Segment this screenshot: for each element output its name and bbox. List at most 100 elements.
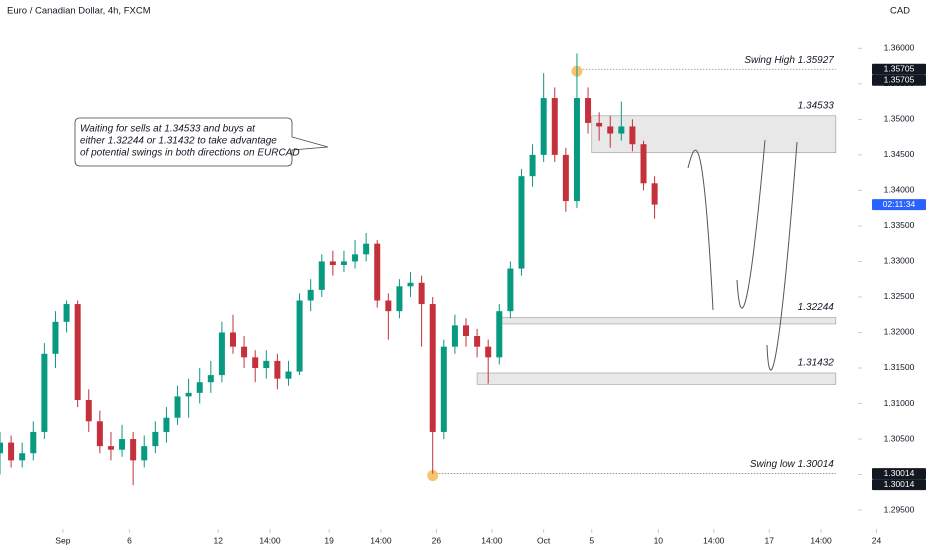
price-label: 1.30014 xyxy=(884,468,915,478)
candle-body xyxy=(19,453,26,461)
candle-body xyxy=(329,261,336,265)
zone-label: 1.32244 xyxy=(798,302,835,313)
candle-body xyxy=(174,396,181,418)
price-label: 1.30014 xyxy=(884,479,915,489)
candle-body xyxy=(74,304,81,400)
candle-body xyxy=(263,360,270,368)
candle-body xyxy=(107,446,114,450)
zone-label: 1.31432 xyxy=(798,358,835,369)
zone xyxy=(591,115,837,154)
candle-body xyxy=(363,243,370,255)
candle-body xyxy=(562,154,569,202)
x-tick-label: 14:00 xyxy=(810,535,832,545)
candle-body xyxy=(0,442,3,454)
candle-body xyxy=(551,98,558,155)
candle-body xyxy=(485,346,492,358)
candle-body xyxy=(540,98,547,155)
candle-body xyxy=(185,392,192,397)
candle-body xyxy=(629,126,636,145)
countdown-label: 02:11:34 xyxy=(883,199,916,209)
x-tick-label: 24 xyxy=(872,535,882,545)
candle-body xyxy=(8,442,15,461)
candle-body xyxy=(440,346,447,432)
y-tick-label: 1.31000 xyxy=(884,398,915,408)
candle-body xyxy=(529,154,536,177)
candle-body xyxy=(41,353,48,432)
candle-body xyxy=(163,417,170,432)
x-tick-label: Sep xyxy=(55,535,70,545)
candle-body xyxy=(396,286,403,312)
candle-body xyxy=(152,431,159,447)
price-label-box xyxy=(872,479,926,491)
chart-title: Euro / Canadian Dollar, 4h, FXCM xyxy=(7,6,151,17)
x-tick-label: 6 xyxy=(127,535,132,545)
y-tick-label: 1.30500 xyxy=(884,433,915,443)
countdown-box xyxy=(872,199,926,211)
callout-text: either 1.32244 or 1.31432 to take advant… xyxy=(80,136,277,147)
projection-path xyxy=(687,149,714,311)
candle-body xyxy=(252,357,259,368)
y-tick-label: 1.33000 xyxy=(884,256,915,266)
projection-path xyxy=(736,139,766,309)
swing-label: Swing low 1.30014 xyxy=(750,459,834,470)
swing-label: Swing High 1.35927 xyxy=(744,55,834,66)
candle-body xyxy=(474,336,481,347)
candle-body xyxy=(418,282,425,305)
price-label: 1.35705 xyxy=(884,64,915,74)
x-tick-label: 26 xyxy=(432,535,442,545)
candle-body xyxy=(374,243,381,301)
x-tick-label: 14:00 xyxy=(703,535,725,545)
y-tick-label: 1.35000 xyxy=(884,114,915,124)
candle-body xyxy=(385,300,392,312)
currency: CAD xyxy=(890,6,910,17)
candle-body xyxy=(507,268,514,312)
x-tick-label: Oct xyxy=(537,535,551,545)
y-tick-label: 1.31500 xyxy=(884,362,915,372)
candle-body xyxy=(496,311,503,358)
price-label: 1.35705 xyxy=(884,75,915,85)
candle-body xyxy=(274,360,281,379)
candle-body xyxy=(285,371,292,379)
y-tick-label: 1.29500 xyxy=(884,504,915,514)
candle-body xyxy=(651,183,658,205)
candle-body xyxy=(141,446,148,461)
candle-body xyxy=(429,304,436,432)
x-tick-label: 10 xyxy=(654,535,664,545)
candle-body xyxy=(63,304,70,322)
y-tick-label: 1.32000 xyxy=(884,327,915,337)
x-tick-label: 19 xyxy=(324,535,334,545)
y-tick-label: 1.36000 xyxy=(884,43,915,53)
candle-body xyxy=(463,325,469,337)
x-tick-label: 5 xyxy=(589,535,594,545)
candle-body xyxy=(352,254,359,262)
candle-body xyxy=(218,332,225,376)
x-tick-label: 14:00 xyxy=(481,535,503,545)
x-tick-label: 17 xyxy=(765,535,775,545)
candle-body xyxy=(618,126,625,134)
candle-body xyxy=(207,375,214,383)
candle-body xyxy=(607,126,614,134)
y-tick-label: 1.34000 xyxy=(884,185,915,195)
candle-body xyxy=(296,300,303,372)
zone xyxy=(498,317,837,325)
candle-body xyxy=(318,261,325,290)
callout-box xyxy=(74,117,329,167)
callout-text: of potential swings in both directions o… xyxy=(80,148,300,159)
candle-body xyxy=(407,282,414,287)
candle-body xyxy=(30,431,37,454)
price-label-box xyxy=(872,468,926,480)
candle-body xyxy=(241,346,248,358)
candle-body xyxy=(307,289,314,301)
candle-body xyxy=(451,325,458,347)
x-tick-label: 14:00 xyxy=(259,535,281,545)
y-tick-label: 1.33500 xyxy=(884,220,915,230)
zone xyxy=(476,372,837,385)
candle-body xyxy=(52,321,59,354)
candle-body xyxy=(596,122,603,127)
candle-body xyxy=(573,98,580,202)
x-tick-label: 12 xyxy=(213,535,223,545)
swing-marker xyxy=(427,470,439,482)
zone-label: 1.34533 xyxy=(798,100,835,111)
